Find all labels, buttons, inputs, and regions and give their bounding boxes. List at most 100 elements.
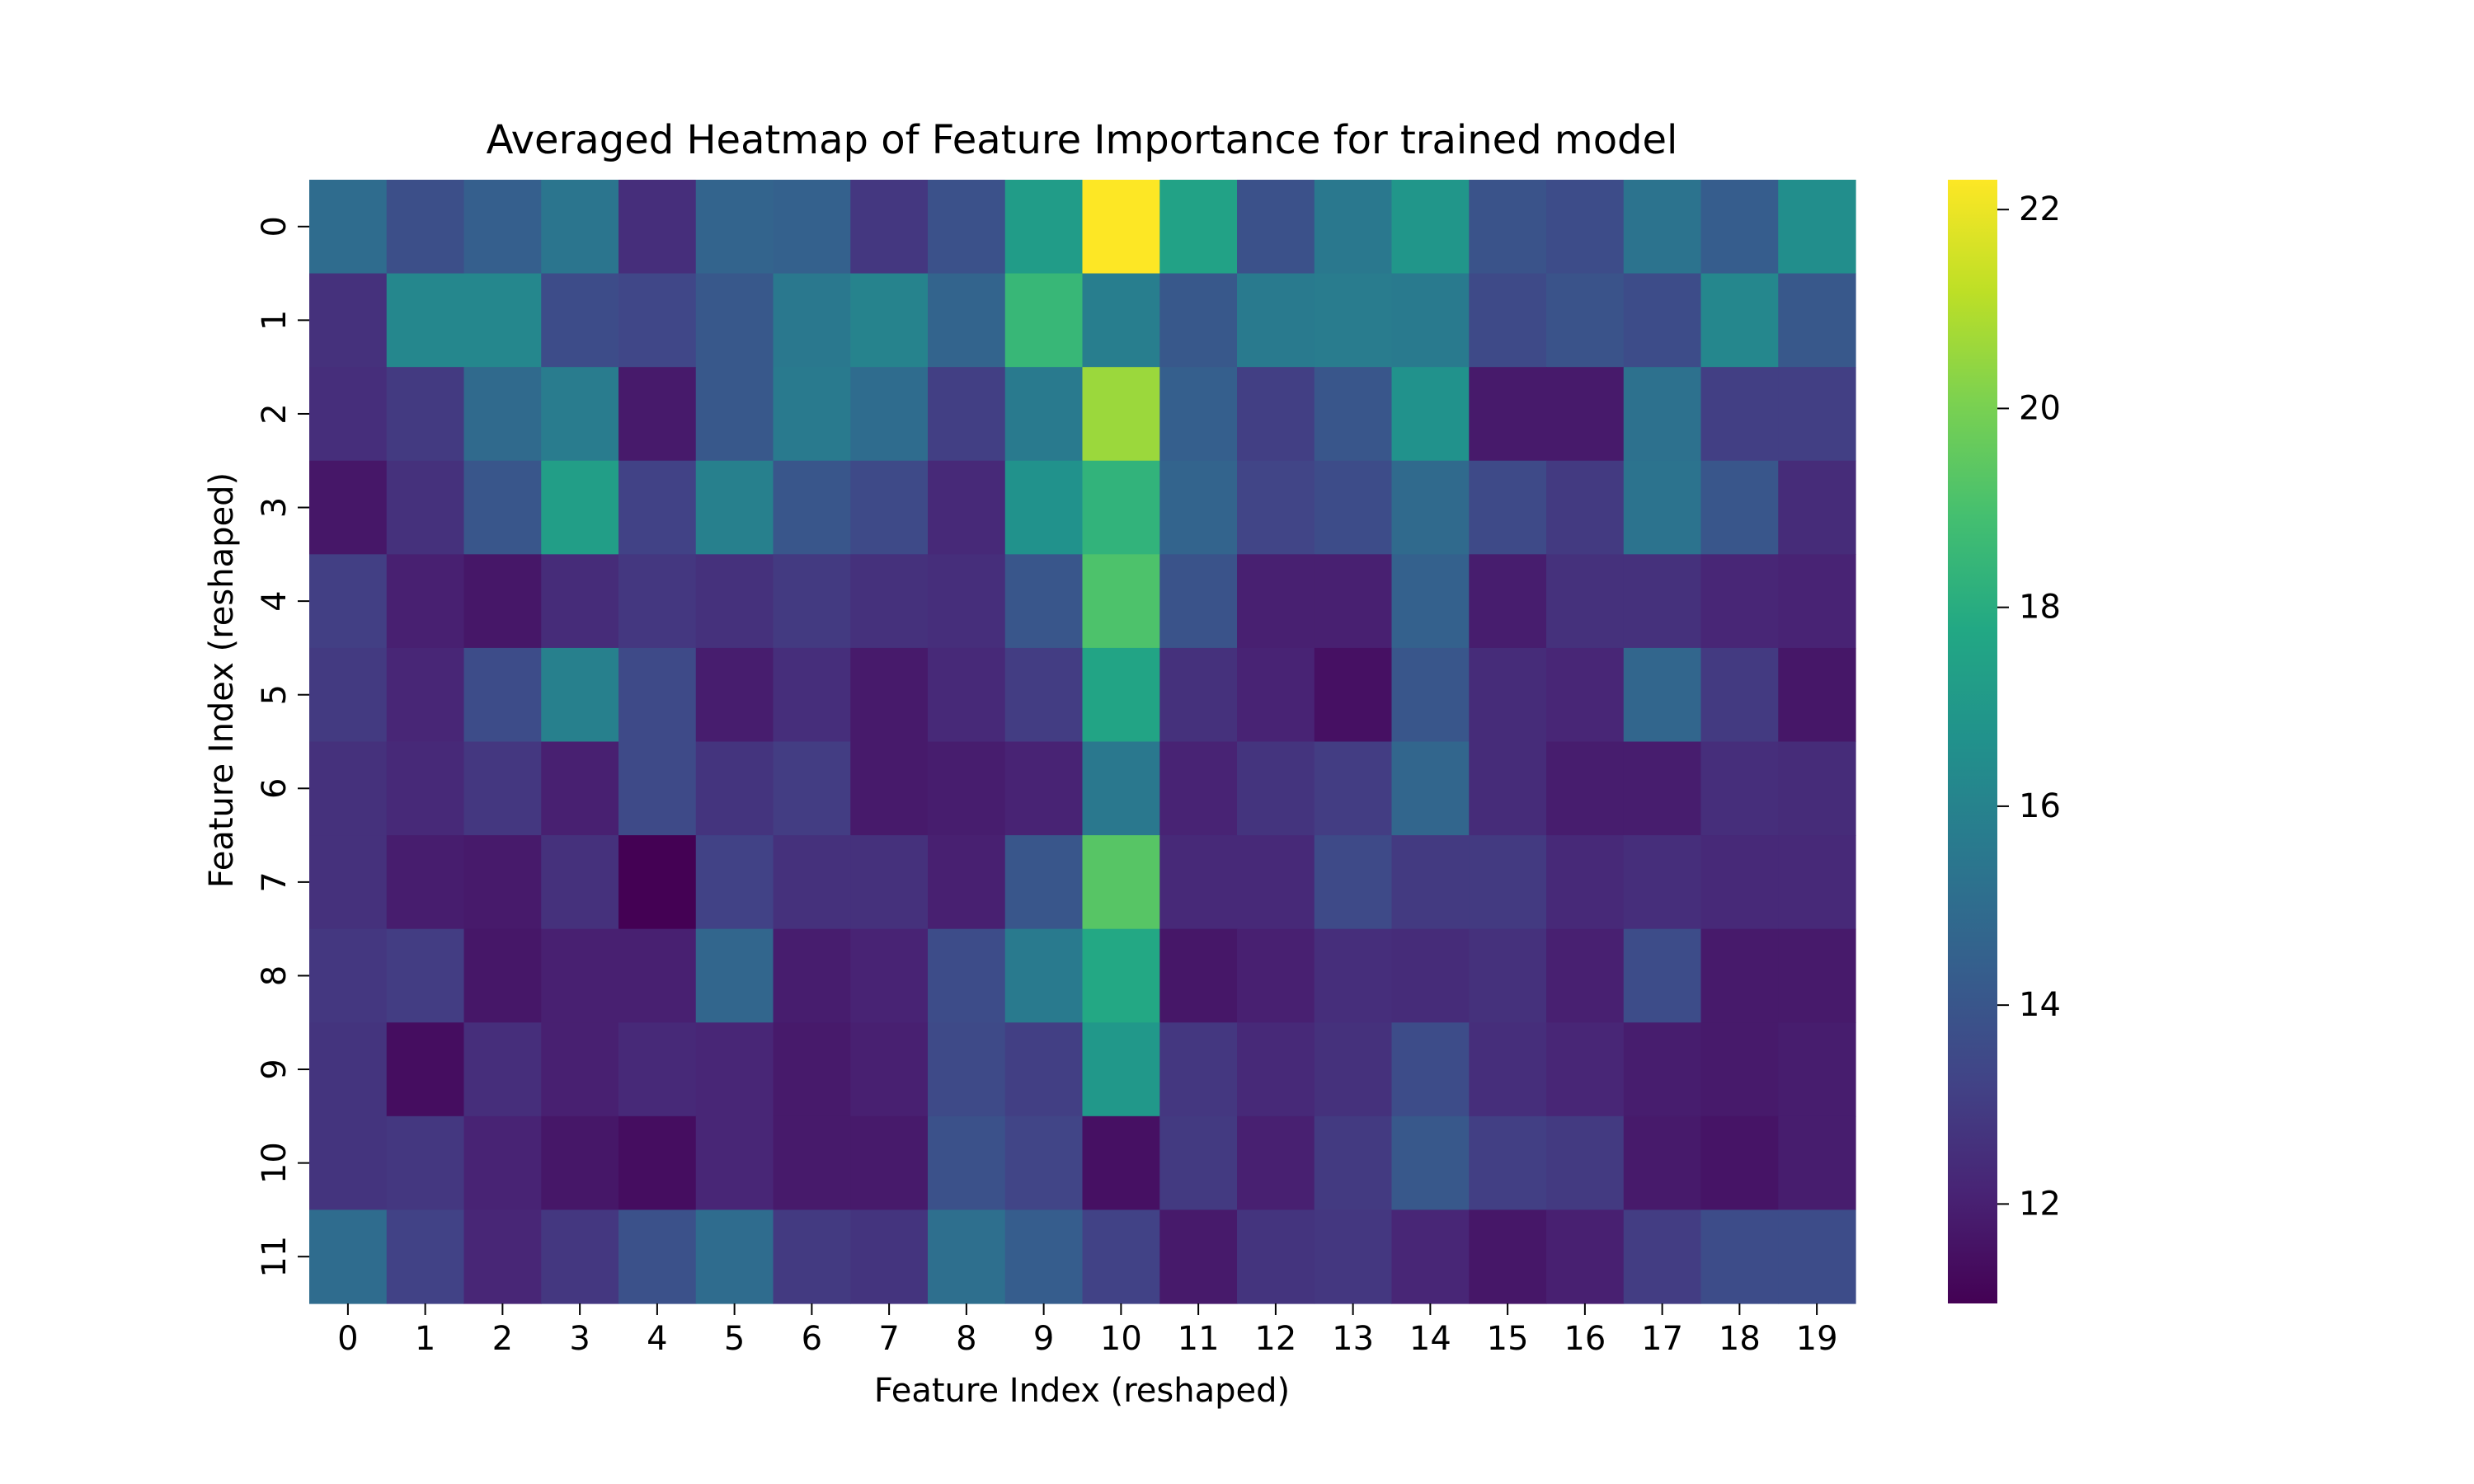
heatmap-cell: [1159, 835, 1238, 930]
heatmap-cell: [463, 835, 542, 930]
heatmap-cell: [1159, 928, 1238, 1023]
heatmap-cell: [1082, 367, 1160, 462]
heatmap-cell: [309, 460, 388, 555]
heatmap-cell: [1700, 367, 1779, 462]
heatmap-cell: [1314, 460, 1393, 555]
heatmap-cell: [463, 1209, 542, 1304]
heatmap-cell: [541, 554, 619, 649]
heatmap-cell: [1314, 928, 1393, 1023]
heatmap-cell: [541, 1209, 619, 1304]
heatmap-cell: [928, 928, 1006, 1023]
heatmap-cell: [1391, 835, 1470, 930]
heatmap-cell: [463, 1115, 542, 1211]
heatmap-cell: [1700, 1209, 1779, 1304]
heatmap-cell: [463, 554, 542, 649]
heatmap-cell: [1082, 835, 1160, 930]
heatmap-cell: [1700, 835, 1779, 930]
heatmap-cell: [1314, 835, 1393, 930]
heatmap-cell: [386, 647, 465, 743]
heatmap-cell: [1623, 1209, 1702, 1304]
heatmap-cell: [1778, 180, 1856, 275]
heatmap-cell: [1159, 1115, 1238, 1211]
heatmap-cell: [773, 554, 851, 649]
heatmap-cell: [1237, 1115, 1315, 1211]
heatmap-cell: [463, 1022, 542, 1117]
heatmap-cell: [928, 741, 1006, 836]
heatmap-cell: [541, 928, 619, 1023]
heatmap-cell: [618, 460, 697, 555]
heatmap-cell: [1004, 1022, 1084, 1117]
heatmap-cell: [1237, 647, 1315, 743]
heatmap-cell: [850, 835, 929, 930]
heatmap-cell: [850, 273, 929, 368]
heatmap-cell: [1159, 367, 1238, 462]
heatmap-cell: [309, 835, 388, 930]
heatmap-cell: [1237, 741, 1315, 836]
heatmap-cell: [1391, 1115, 1470, 1211]
heatmap-cell: [1700, 741, 1779, 836]
heatmap-cell: [541, 741, 619, 836]
heatmap-cell: [463, 460, 542, 555]
heatmap-cell: [695, 1115, 774, 1211]
heatmap-cell: [1004, 367, 1084, 462]
heatmap-cell: [1778, 554, 1856, 649]
heatmap-cell: [1623, 367, 1702, 462]
y-tick-label: 10: [256, 1142, 294, 1184]
heatmap-cell: [695, 1022, 774, 1117]
heatmap-cell: [1082, 647, 1160, 743]
heatmap-cell: [1623, 554, 1702, 649]
heatmap-cell: [1546, 835, 1625, 930]
heatmap-cell: [1391, 460, 1470, 555]
heatmap-cell: [773, 741, 851, 836]
heatmap-cell: [1546, 180, 1625, 275]
y-tick-label: 3: [256, 497, 294, 518]
heatmap-cell: [1159, 647, 1238, 743]
heatmap-cell: [850, 647, 929, 743]
heatmap-cell: [1469, 647, 1547, 743]
heatmap-cell: [1004, 1209, 1084, 1304]
heatmap-cell: [1469, 554, 1547, 649]
heatmap-cell: [1700, 273, 1779, 368]
colorbar-tick-label: 12: [2019, 1185, 2061, 1223]
heatmap-cell: [1237, 1022, 1315, 1117]
heatmap-cell: [1391, 273, 1470, 368]
heatmap-cell: [1237, 460, 1315, 555]
heatmap-cell: [541, 835, 619, 930]
heatmap-cell: [1314, 647, 1393, 743]
heatmap-cell: [618, 1022, 697, 1117]
heatmap-cell: [1314, 273, 1393, 368]
heatmap-cell: [463, 928, 542, 1023]
heatmap-cell: [928, 1115, 1006, 1211]
heatmap-cell: [541, 1022, 619, 1117]
heatmap-cell: [1159, 554, 1238, 649]
x-tick-label: 19: [1796, 1320, 1838, 1358]
x-axis-ticks: 0 1 2 3 4 5 6 7 8 9 10 11 12 13 14 15 16 17 18 19: [337, 1303, 1838, 1358]
x-tick-label: 8: [956, 1320, 976, 1358]
heatmap-cell: [1700, 1022, 1779, 1117]
y-tick-label: 7: [256, 871, 294, 892]
heatmap-cell: [1778, 928, 1856, 1023]
heatmap-cell: [463, 273, 542, 368]
heatmap-cell: [1004, 273, 1084, 368]
heatmap-cell: [386, 1115, 465, 1211]
x-axis-label: Feature Index (reshaped): [874, 1372, 1290, 1410]
heatmap-cell: [928, 460, 1006, 555]
heatmap-cell: [1623, 180, 1702, 275]
heatmap-cell: [1778, 1115, 1856, 1211]
heatmap-cell: [1391, 741, 1470, 836]
heatmap-cell: [1391, 1209, 1470, 1304]
heatmap-cell: [1082, 928, 1160, 1023]
heatmap-cell: [1778, 460, 1856, 555]
y-tick-label: 5: [256, 684, 294, 705]
heatmap-cell: [1778, 647, 1856, 743]
x-tick-label: 12: [1254, 1320, 1296, 1358]
heatmap-cell: [695, 180, 774, 275]
heatmap-cell: [928, 367, 1006, 462]
heatmap-cell: [309, 1022, 388, 1117]
heatmap-cell: [1082, 554, 1160, 649]
colorbar-tick-label: 16: [2019, 787, 2061, 825]
heatmap-cell: [1469, 835, 1547, 930]
heatmap-cell: [1469, 1022, 1547, 1117]
